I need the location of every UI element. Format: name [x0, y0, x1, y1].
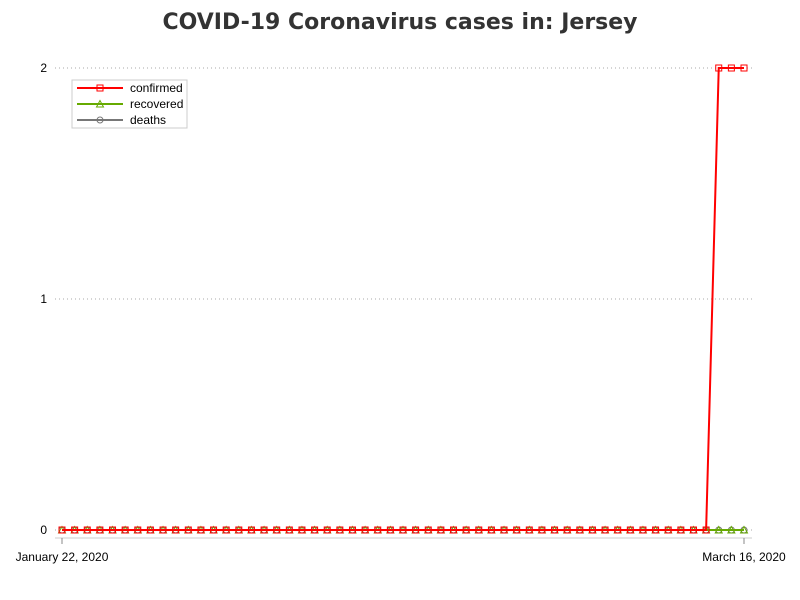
legend-item-deaths: deaths [77, 113, 166, 127]
data-point-confirmed [677, 526, 685, 534]
data-point-confirmed [500, 526, 508, 534]
data-point-confirmed [361, 526, 369, 534]
data-point-confirmed [740, 64, 748, 72]
data-point-recovered [714, 525, 724, 534]
series-layer [57, 64, 749, 534]
data-point-confirmed [96, 526, 104, 534]
data-point-confirmed [525, 526, 533, 534]
data-point-confirmed [576, 526, 584, 534]
data-point-confirmed [71, 526, 79, 534]
legend-marker-icon [95, 99, 105, 108]
data-point-confirmed [614, 526, 622, 534]
series-line-confirmed [62, 67, 744, 531]
data-point-confirmed [58, 526, 66, 534]
y-tick-label: 2 [40, 61, 47, 75]
data-point-confirmed [487, 526, 495, 534]
data-point-confirmed [664, 526, 672, 534]
data-point-confirmed [639, 526, 647, 534]
data-point-confirmed [538, 526, 546, 534]
grid-lines [55, 67, 752, 531]
legend-label: confirmed [130, 81, 183, 95]
data-point-confirmed [412, 526, 420, 534]
data-point-confirmed [348, 526, 356, 534]
data-point-confirmed [652, 526, 660, 534]
data-point-confirmed [159, 526, 167, 534]
x-tick-label: January 22, 2020 [16, 550, 109, 564]
data-point-confirmed [702, 526, 710, 534]
data-point-confirmed [588, 526, 596, 534]
data-point-confirmed [563, 526, 571, 534]
data-point-recovered [739, 525, 749, 534]
data-point-confirmed [83, 526, 91, 534]
data-point-confirmed [399, 526, 407, 534]
data-point-confirmed [715, 64, 723, 72]
data-point-confirmed [336, 526, 344, 534]
legend-label: recovered [130, 97, 183, 111]
data-point-confirmed [311, 526, 319, 534]
data-point-confirmed [273, 526, 281, 534]
data-point-confirmed [462, 526, 470, 534]
y-tick-label: 1 [40, 292, 47, 306]
data-point-confirmed [626, 526, 634, 534]
data-point-confirmed [475, 526, 483, 534]
legend-marker-icon [96, 84, 104, 92]
data-point-confirmed [601, 526, 609, 534]
data-point-confirmed [222, 526, 230, 534]
legend-item-recovered: recovered [77, 97, 183, 111]
data-point-confirmed [437, 526, 445, 534]
data-point-confirmed [374, 526, 382, 534]
series-confirmed [58, 64, 748, 534]
data-point-confirmed [727, 64, 735, 72]
legend: confirmed recovered deaths [71, 79, 188, 129]
data-point-confirmed [323, 526, 331, 534]
chart-title: COVID-19 Coronavirus cases in: Jersey [162, 10, 638, 35]
data-point-confirmed [285, 526, 293, 534]
y-tick-label: 0 [40, 523, 47, 537]
data-point-confirmed [298, 526, 306, 534]
data-point-confirmed [121, 526, 129, 534]
data-point-confirmed [134, 526, 142, 534]
data-point-confirmed [235, 526, 243, 534]
data-point-confirmed [450, 526, 458, 534]
data-point-confirmed [210, 526, 218, 534]
data-point-confirmed [146, 526, 154, 534]
data-point-confirmed [386, 526, 394, 534]
data-point-recovered [727, 525, 736, 534]
data-point-confirmed [172, 526, 180, 534]
data-point-confirmed [197, 526, 205, 534]
data-point-confirmed [260, 526, 268, 534]
data-point-confirmed [424, 526, 432, 534]
data-point-confirmed [184, 526, 192, 534]
data-point-confirmed [513, 526, 521, 534]
data-point-confirmed [551, 526, 559, 534]
data-point-confirmed [247, 526, 255, 534]
x-tick-label: March 16, 2020 [702, 550, 786, 564]
axes: 0 1 2 January 22, 2020 March 16, 2020 [16, 61, 786, 564]
legend-item-confirmed: confirmed [77, 81, 183, 95]
data-point-confirmed [109, 526, 117, 534]
legend-marker-icon [96, 116, 104, 124]
legend-label: deaths [130, 113, 166, 127]
data-point-confirmed [689, 526, 697, 534]
